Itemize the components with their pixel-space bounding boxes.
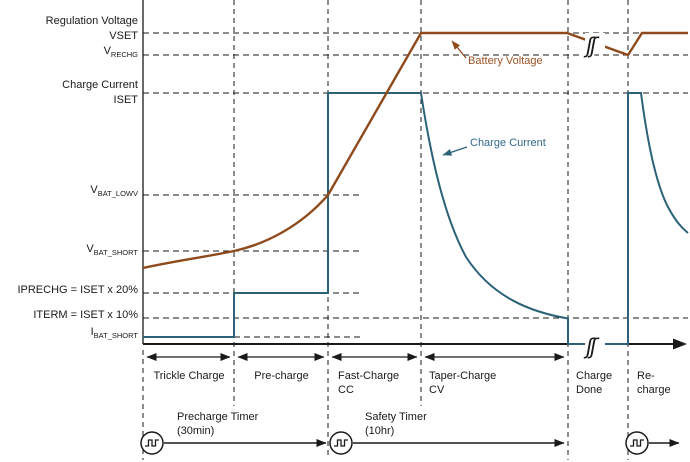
battery-voltage-curve xyxy=(142,31,688,270)
reference-level-gridlines xyxy=(143,32,688,338)
label-charge-current: Charge Current xyxy=(62,79,138,91)
label-vrechg: VRECHG xyxy=(103,45,138,60)
precharge-timer-clock-icon xyxy=(140,431,164,455)
phase-taper-charge: Taper-Charge CV xyxy=(429,370,497,396)
axes xyxy=(142,0,687,350)
battery-voltage-pointer-arrow xyxy=(451,40,467,59)
safety-timer-label: Safety Timer (10hr) xyxy=(365,411,427,437)
time-break-symbols: ʃʃ ʃʃ xyxy=(581,32,605,361)
label-ibat-short: IBAT_SHORT xyxy=(90,326,138,341)
charge-current-pointer-arrow xyxy=(442,146,468,156)
phase-fast-charge: Fast-Charge CC xyxy=(338,370,400,396)
label-iset: ISET xyxy=(113,94,138,106)
timer-clock-icons xyxy=(140,431,649,455)
label-iterm: ITERM = ISET x 10% xyxy=(33,309,138,321)
voltage-break-gap xyxy=(585,33,605,50)
label-vset: VSET xyxy=(109,30,138,42)
charge-current-curve xyxy=(143,92,689,345)
label-vbat-short: VBAT_SHORT xyxy=(86,243,138,258)
phase-trickle-charge: Trickle Charge xyxy=(153,370,225,382)
battery-voltage-annotation: Battery Voltage xyxy=(468,55,543,67)
label-iprechg: IPRECHG = ISET x 20% xyxy=(17,284,138,296)
recharge-timer-clock-icon xyxy=(625,431,649,455)
phase-charge-done: Charge Done xyxy=(576,370,613,396)
time-axis-arrowhead-icon xyxy=(673,338,687,350)
label-vbat-lowv: VBAT_LOWV xyxy=(90,184,138,199)
axis-break-gap xyxy=(585,337,605,351)
phase-re-charge: Re- charge xyxy=(637,370,671,396)
precharge-timer-label: Precharge Timer (30min) xyxy=(177,411,259,437)
safety-timer-clock-icon xyxy=(329,431,353,455)
phase-pre-charge: Pre-charge xyxy=(254,370,309,382)
label-regulation-voltage: Regulation Voltage xyxy=(45,15,138,27)
charge-current-annotation: Charge Current xyxy=(470,137,546,149)
